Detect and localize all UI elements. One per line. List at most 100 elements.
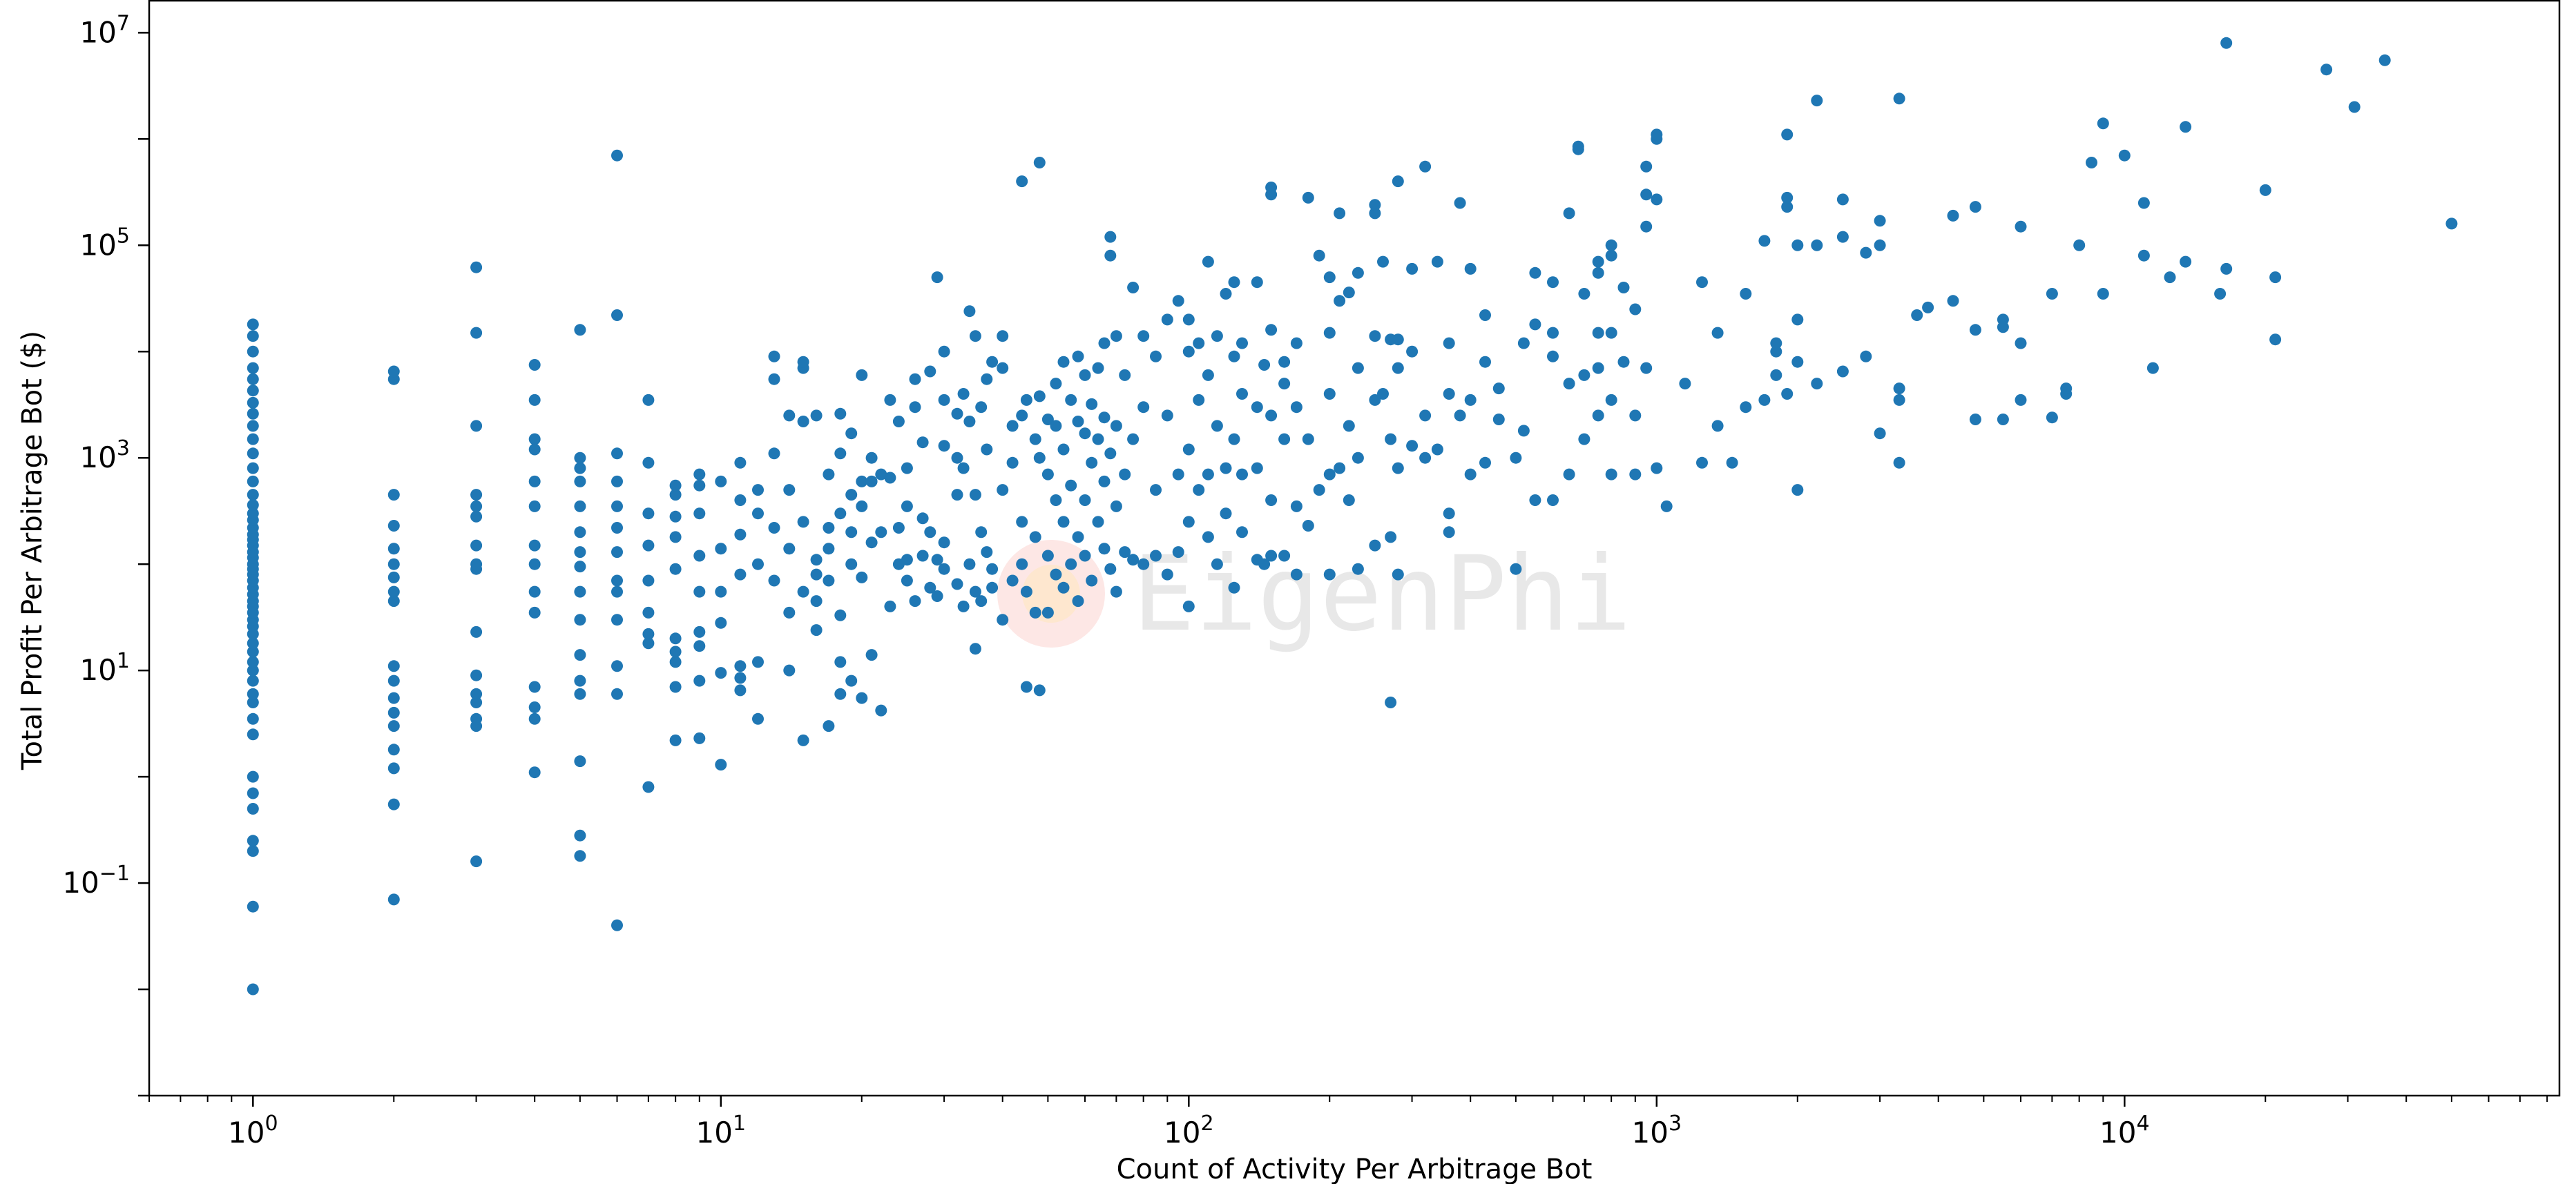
- data-point: [1029, 531, 1041, 543]
- data-point: [1605, 394, 1617, 406]
- data-point: [528, 394, 541, 406]
- data-point: [1352, 452, 1364, 464]
- data-point: [2269, 271, 2282, 284]
- data-point: [1079, 427, 1091, 440]
- data-point: [1150, 350, 1162, 362]
- data-point: [834, 447, 847, 460]
- data-point: [1874, 427, 1886, 440]
- data-point: [823, 574, 835, 587]
- data-point: [1033, 157, 1046, 168]
- data-point: [1278, 356, 1291, 368]
- data-point: [1479, 309, 1491, 321]
- data-point: [1811, 95, 1823, 107]
- data-point: [1313, 249, 1325, 262]
- data-point: [924, 526, 936, 538]
- data-point: [963, 416, 976, 427]
- data-point: [981, 443, 993, 456]
- data-point: [975, 526, 988, 538]
- data-point: [969, 643, 981, 655]
- x-tick-label: 104: [2099, 1112, 2150, 1149]
- data-point: [528, 475, 541, 487]
- data-point: [247, 787, 259, 799]
- data-point: [574, 475, 586, 487]
- data-point: [247, 362, 259, 374]
- data-point: [528, 539, 541, 552]
- data-point: [642, 539, 655, 552]
- data-point: [1454, 197, 1466, 209]
- data-point: [611, 309, 623, 321]
- data-point: [1392, 462, 1404, 474]
- data-point: [1072, 416, 1084, 427]
- data-point: [1182, 345, 1195, 358]
- data-point: [1323, 468, 1336, 481]
- data-point: [1006, 456, 1019, 469]
- x-axis: 100 101 102 103 104: [148, 1096, 2548, 1149]
- data-point: [1431, 443, 1443, 456]
- data-point: [611, 688, 623, 700]
- data-point: [1629, 409, 1642, 422]
- data-point: [975, 595, 988, 608]
- data-point: [693, 675, 706, 687]
- data-point: [734, 456, 747, 469]
- data-point: [1251, 462, 1263, 474]
- data-point: [1740, 288, 1752, 300]
- data-point: [797, 734, 809, 746]
- data-point: [969, 330, 981, 342]
- data-point: [1220, 462, 1232, 474]
- data-point: [823, 522, 835, 534]
- data-point: [1464, 394, 1477, 406]
- data-point: [1836, 365, 1849, 378]
- data-point: [574, 561, 586, 573]
- data-point: [1029, 433, 1041, 445]
- data-point: [1696, 276, 1708, 289]
- data-point: [1334, 207, 1346, 220]
- data-point: [783, 606, 796, 619]
- data-point: [1443, 507, 1455, 520]
- data-point: [1020, 585, 1032, 598]
- data-point: [574, 500, 586, 512]
- data-point: [1563, 468, 1575, 481]
- data-point: [1033, 452, 1046, 464]
- data-point: [1640, 188, 1653, 201]
- data-point: [1072, 595, 1084, 608]
- data-point: [574, 462, 586, 474]
- data-point: [1033, 684, 1046, 697]
- data-point: [247, 373, 259, 385]
- data-point: [1098, 475, 1111, 487]
- data-point: [669, 734, 682, 746]
- data-point: [865, 475, 878, 487]
- data-point: [957, 462, 970, 474]
- data-point: [247, 407, 259, 420]
- data-point: [2220, 37, 2233, 49]
- data-point: [1079, 550, 1091, 562]
- data-point: [1228, 350, 1240, 362]
- data-point: [1385, 531, 1397, 543]
- data-point: [1791, 484, 1804, 496]
- data-point: [387, 675, 400, 687]
- data-point: [693, 550, 706, 562]
- data-point: [1529, 494, 1541, 506]
- data-point: [1278, 378, 1291, 390]
- data-point: [924, 365, 936, 378]
- data-point: [1592, 409, 1604, 422]
- data-point: [1202, 255, 1214, 268]
- data-point: [2214, 288, 2227, 300]
- data-point: [1443, 337, 1455, 349]
- data-point: [1236, 337, 1248, 349]
- data-point: [1443, 388, 1455, 400]
- data-point: [1572, 140, 1584, 153]
- data-point: [528, 712, 541, 725]
- data-point: [1419, 160, 1432, 173]
- data-point: [1640, 220, 1653, 233]
- data-point: [797, 356, 809, 368]
- data-point: [247, 507, 259, 520]
- data-point: [247, 656, 259, 668]
- data-point: [1947, 209, 1959, 222]
- data-point: [1050, 420, 1062, 432]
- data-point: [1377, 388, 1389, 400]
- data-point: [865, 452, 878, 464]
- data-point: [1758, 394, 1771, 406]
- data-point: [387, 571, 400, 583]
- data-point: [1050, 494, 1062, 506]
- data-point: [1258, 359, 1271, 371]
